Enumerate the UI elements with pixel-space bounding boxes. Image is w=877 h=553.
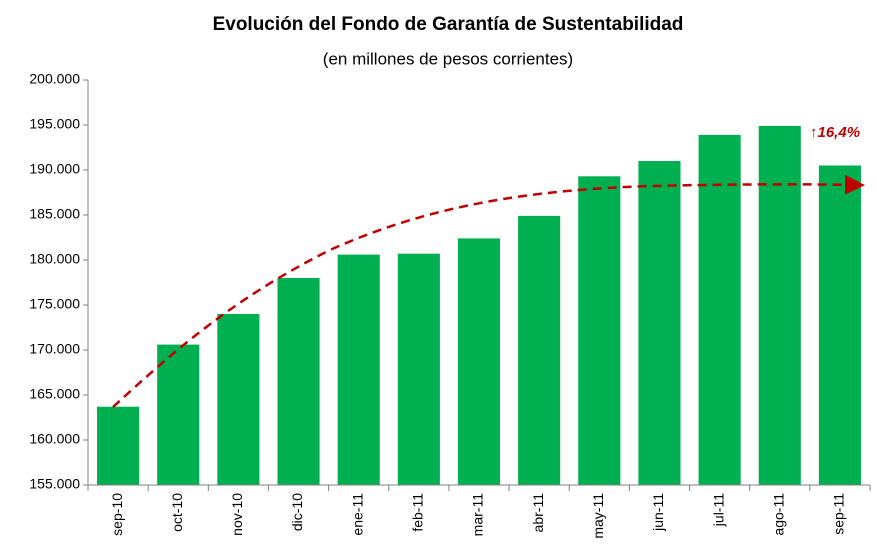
x-tick-label: feb-11 [410,493,426,532]
bar [578,176,621,486]
x-tick-label: oct-10 [169,493,185,532]
y-tick-label: 200.000 [29,71,80,87]
bar [397,253,440,485]
bar [337,254,380,485]
bar [277,278,320,485]
y-tick-label: 185.000 [29,206,80,222]
y-tick-label: 195.000 [29,116,80,132]
x-tick-label: jul-11 [710,493,726,527]
annotation: ↑16,4% [810,124,860,141]
x-tick-label: sep-10 [109,493,125,536]
y-tick-label: 155.000 [29,476,80,492]
chart-title: Evolución del Fondo de Garantía de Suste… [213,14,684,35]
x-tick-label: may-11 [590,493,606,539]
bar [457,238,501,485]
bar [818,165,861,485]
x-tick-label: jun-11 [650,493,666,532]
bar [698,134,741,485]
bar [157,344,200,485]
x-tick-label: sep-11 [831,493,847,535]
x-tick-label: ago-11 [770,493,786,536]
y-tick-label: 160.000 [29,431,80,447]
y-tick-label: 175.000 [29,296,80,312]
bar [638,161,681,485]
x-tick-label: abr-11 [530,493,546,533]
plot: 155.000 160.000 165.000 170.000 175.000 180.0… [29,71,871,539]
bar [217,314,260,485]
x-tick-label: dic-10 [289,493,305,531]
x-tick-label: nov-10 [229,493,245,536]
x-tick-label: ene-11 [349,493,365,536]
y-tick-label: 170.000 [29,341,80,357]
y-tick-label: 180.000 [29,251,80,267]
y-tick-label: 190.000 [29,161,80,177]
bar [518,215,561,485]
bar [758,125,801,486]
bar [97,406,140,485]
y-tick-label: 165.000 [29,386,80,402]
x-tick-label: mar-11 [470,493,486,537]
trend-line [112,174,865,408]
chart-subtitle: (en millones de pesos corrientes) [323,49,573,68]
